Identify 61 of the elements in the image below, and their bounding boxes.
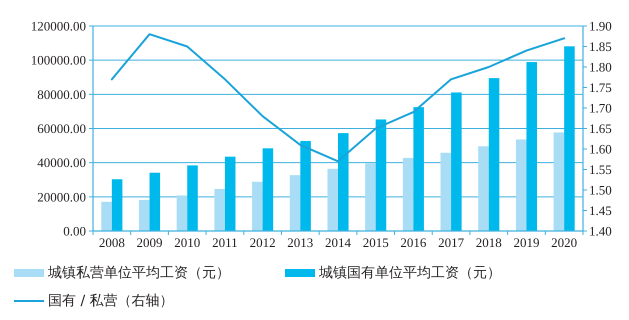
y-tick-label: 40000.00 <box>37 155 86 170</box>
y-tick-label: 80000.00 <box>37 86 86 102</box>
bar <box>338 133 349 231</box>
bar <box>138 200 150 231</box>
bar <box>224 156 236 231</box>
bar <box>376 119 386 231</box>
y2-tick-label: 1.60 <box>589 142 612 156</box>
bar <box>451 92 462 231</box>
y-tick-label: 120000.00 <box>30 18 86 34</box>
legend-label: 城镇国有单位平均工资（元） <box>318 265 501 281</box>
bar <box>516 139 526 231</box>
bar <box>262 148 274 231</box>
y2-tick-label: 1.85 <box>589 39 612 54</box>
x-tick-label: 2020 <box>551 235 578 250</box>
x-tick-label: 2016 <box>400 235 427 250</box>
y2-tick-label: 1.55 <box>589 162 612 177</box>
y2-tick-label: 1.45 <box>589 203 612 218</box>
x-tick-label: 2012 <box>250 235 276 250</box>
bar <box>402 158 414 231</box>
bar <box>252 182 263 231</box>
x-tick-label: 2013 <box>287 235 314 250</box>
y2-tick-label: 1.90 <box>589 18 612 34</box>
x-tick-label: 2009 <box>136 235 163 250</box>
x-tick-label: 2019 <box>513 235 540 250</box>
bar <box>176 195 188 231</box>
bar <box>290 175 300 231</box>
bar <box>564 46 575 231</box>
bar <box>150 172 160 231</box>
y-tick-label: 60000.00 <box>37 121 86 136</box>
y2-tick-label: 1.75 <box>589 80 612 95</box>
x-tick-label: 2011 <box>212 235 238 250</box>
y2-tick-label: 1.50 <box>589 182 612 198</box>
bar <box>112 179 122 231</box>
bar <box>187 165 198 231</box>
x-tick-label: 2017 <box>438 235 465 250</box>
bar <box>365 163 376 231</box>
bar <box>300 140 311 231</box>
bar <box>526 62 538 231</box>
y2-tick-label: 1.70 <box>589 100 612 116</box>
x-tick-label: 2010 <box>174 235 200 250</box>
bar <box>440 152 452 231</box>
y-tick-label: 0.00 <box>63 224 86 238</box>
y-tick-label: 20000.00 <box>37 189 86 204</box>
bar <box>214 188 225 231</box>
y2-tick-label: 1.80 <box>589 60 612 74</box>
x-tick-label: 2018 <box>476 235 502 250</box>
y-tick-label: 100000.00 <box>30 52 86 68</box>
bar <box>478 146 489 231</box>
x-tick-label: 2015 <box>362 235 389 250</box>
legend-label: 国有 / 私营（右轴） <box>48 293 174 309</box>
line-series <box>110 33 566 162</box>
bar <box>554 132 564 231</box>
bar <box>488 78 500 231</box>
bar <box>413 107 424 231</box>
x-tick-label: 2008 <box>98 235 125 250</box>
bar <box>101 202 112 231</box>
legend-label: 城镇私营单位平均工资（元） <box>47 265 230 281</box>
y2-tick-label: 1.40 <box>589 224 612 238</box>
bar <box>327 168 338 231</box>
y2-tick-label: 1.65 <box>589 121 612 136</box>
x-tick-label: 2014 <box>325 235 352 250</box>
